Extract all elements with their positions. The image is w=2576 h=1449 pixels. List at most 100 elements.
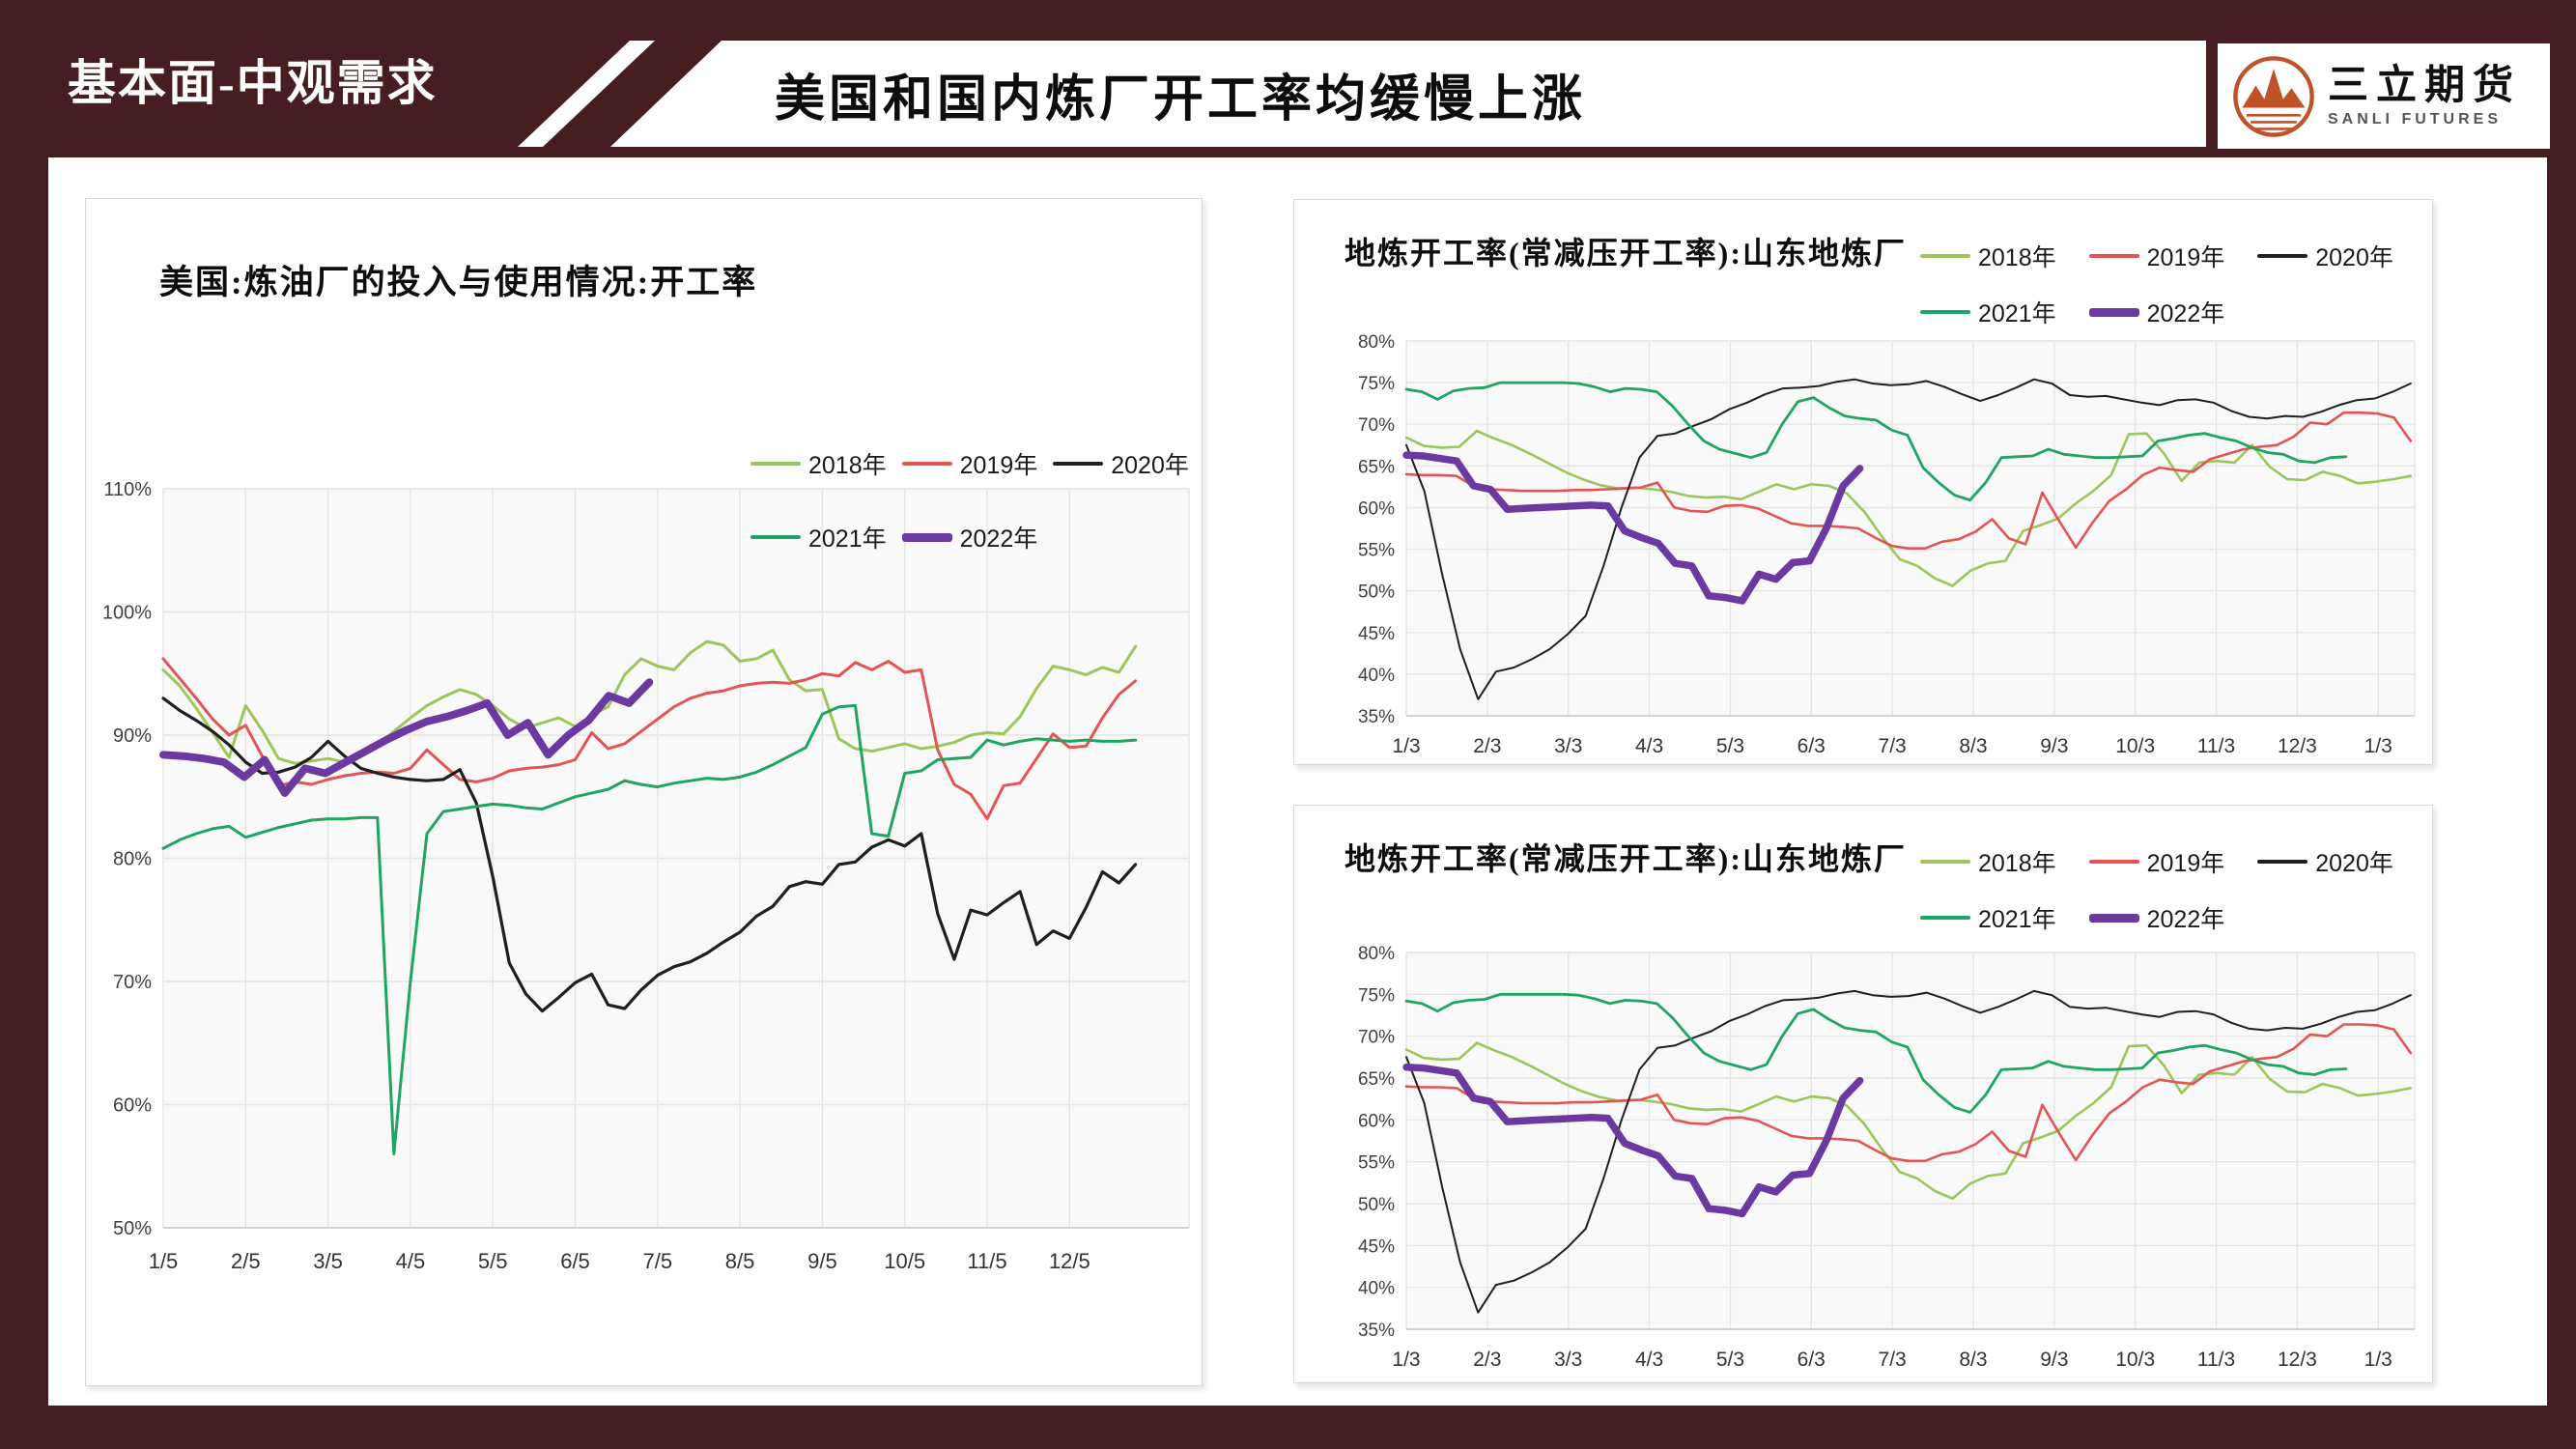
legend-label: 2019年: [2146, 850, 2225, 877]
legend-item: 2018年: [1920, 239, 2056, 273]
svg-text:65%: 65%: [1358, 1069, 1395, 1090]
chart-title: 美国:炼油厂的投入与使用情况:开工率: [159, 264, 758, 301]
legend-label: 2019年: [959, 452, 1038, 479]
legend-item: 2021年: [750, 520, 887, 554]
legend-line-swatch: [750, 535, 801, 539]
chart-panel-shandong-bottom: 35% 40% 45% 50% 55% 60% 65% 70% 75% 80% 1/3 2/3 3/3 4…: [1293, 805, 2433, 1383]
legend-item: 2022年: [2088, 295, 2225, 329]
legend-row: 2021年 2022年: [1920, 295, 2426, 329]
svg-text:50%: 50%: [113, 1218, 152, 1239]
logo-subtitle: SANLI FUTURES: [2328, 110, 2502, 128]
svg-text:75%: 75%: [1358, 374, 1395, 394]
legend-label: 2021年: [808, 526, 887, 553]
svg-text:90%: 90%: [113, 725, 152, 747]
legend-label: 2018年: [808, 452, 887, 479]
svg-text:10/3: 10/3: [2115, 1349, 2155, 1371]
legend-label: 2020年: [2315, 244, 2393, 271]
legend-item: 2022年: [2088, 900, 2225, 935]
legend-line-swatch: [2257, 254, 2308, 258]
legend-item: 2019年: [901, 446, 1038, 481]
legend-label: 2019年: [2146, 244, 2225, 271]
legend-line-swatch: [1920, 916, 1970, 920]
svg-text:60%: 60%: [1358, 1111, 1395, 1131]
legend-item: 2019年: [2088, 844, 2225, 879]
chart-title: 地炼开工率(常减压开工率):山东地炼厂: [1345, 236, 1907, 270]
svg-text:65%: 65%: [1358, 457, 1395, 477]
svg-text:4/3: 4/3: [1635, 1349, 1663, 1371]
svg-text:7/5: 7/5: [643, 1249, 673, 1273]
svg-text:80%: 80%: [1358, 944, 1395, 964]
header: 基本面-中观需求 美国和国内炼厂开工率均缓慢上涨 三立期货 SANLI FUTU…: [0, 0, 2576, 157]
legend-line-swatch: [1920, 254, 1970, 258]
legend-line-swatch: [1053, 462, 1104, 466]
legend-label: 2018年: [1978, 850, 2056, 877]
legend-label: 2018年: [1978, 244, 2056, 271]
svg-text:110%: 110%: [103, 479, 152, 500]
svg-text:11/3: 11/3: [2197, 735, 2235, 757]
legend-row: 2021年 2022年: [750, 520, 1204, 554]
svg-text:60%: 60%: [113, 1095, 152, 1117]
legend: 2018年 2019年 2020年 2021年 2022年: [1920, 239, 2426, 329]
svg-text:1/3: 1/3: [1392, 735, 1420, 757]
legend-item: 2018年: [750, 446, 887, 481]
svg-text:1/3: 1/3: [2364, 1349, 2392, 1371]
legend-item: 2021年: [1920, 295, 2056, 329]
svg-text:12/3: 12/3: [2278, 735, 2317, 757]
svg-text:3/3: 3/3: [1554, 735, 1582, 757]
svg-text:8/5: 8/5: [725, 1249, 755, 1273]
svg-text:3/3: 3/3: [1554, 1349, 1582, 1371]
sanli-logo-icon: [2233, 55, 2314, 137]
svg-text:6/3: 6/3: [1798, 735, 1826, 757]
svg-text:11/5: 11/5: [967, 1249, 1006, 1273]
svg-text:5/5: 5/5: [478, 1249, 508, 1273]
svg-text:80%: 80%: [113, 849, 152, 870]
legend-label: 2021年: [1978, 300, 2056, 327]
us-refinery-chart-canvas: 50% 60% 70% 80% 90% 100% 110% 1/5 2/5 3/5 4/5 5/5 6/…: [102, 479, 1190, 1273]
legend-line-swatch: [2088, 860, 2139, 864]
svg-text:5/3: 5/3: [1716, 735, 1744, 757]
svg-text:50%: 50%: [1358, 582, 1395, 603]
svg-text:1/5: 1/5: [149, 1249, 179, 1273]
svg-text:7/3: 7/3: [1879, 1349, 1907, 1371]
legend-item: 2018年: [1920, 844, 2056, 879]
legend-item: 2020年: [2257, 844, 2393, 879]
svg-text:4/5: 4/5: [396, 1249, 426, 1273]
svg-text:2/3: 2/3: [1473, 1349, 1501, 1371]
legend-label: 2022年: [2146, 906, 2225, 933]
chart-panel-us-refinery: 50% 60% 70% 80% 90% 100% 110% 1/5 2/5 3/5 4/5 5/5 6/…: [85, 198, 1203, 1386]
svg-text:4/3: 4/3: [1635, 735, 1663, 757]
legend-item: 2020年: [2257, 239, 2393, 273]
section-tab: 基本面-中观需求: [68, 0, 438, 157]
legend-item: 2020年: [1053, 446, 1189, 481]
title-band: 美国和国内炼厂开工率均缓慢上涨: [610, 41, 2206, 147]
legend-label: 2022年: [959, 526, 1038, 553]
svg-text:40%: 40%: [1358, 1279, 1395, 1299]
svg-text:10/3: 10/3: [2115, 735, 2155, 757]
legend-label: 2020年: [2315, 850, 2393, 877]
svg-text:60%: 60%: [1358, 498, 1395, 519]
svg-text:6/3: 6/3: [1798, 1349, 1826, 1371]
legend-label: 2021年: [1978, 906, 2056, 933]
legend-label: 2022年: [2146, 300, 2225, 327]
legend-row: 2018年 2019年 2020年: [1920, 844, 2426, 879]
legend-label: 2020年: [1111, 452, 1189, 479]
svg-text:35%: 35%: [1358, 707, 1395, 727]
svg-text:45%: 45%: [1358, 1236, 1395, 1257]
svg-text:12/5: 12/5: [1049, 1249, 1090, 1273]
svg-text:40%: 40%: [1358, 666, 1395, 686]
legend-line-swatch: [2088, 307, 2139, 317]
legend: 2018年 2019年 2020年 2021年 2022年: [1920, 844, 2426, 935]
left-border-decoration: [0, 157, 48, 1406]
legend-item: 2021年: [1920, 900, 2056, 935]
right-border-decoration: [2547, 157, 2576, 1406]
logo-text: 三立期货 SANLI FUTURES: [2328, 64, 2521, 128]
legend-line-swatch: [1920, 310, 1970, 314]
svg-text:75%: 75%: [1358, 985, 1395, 1006]
svg-text:10/5: 10/5: [884, 1249, 925, 1273]
shandong-chart-canvas-top: 35% 40% 45% 50% 55% 60% 65% 70% 75% 80% 1/3 2/3 3/3 4…: [1358, 332, 2416, 757]
legend-line-swatch: [901, 532, 952, 542]
svg-text:3/5: 3/5: [313, 1249, 343, 1273]
svg-text:5/3: 5/3: [1716, 1349, 1744, 1371]
svg-text:9/5: 9/5: [807, 1249, 837, 1273]
svg-text:9/3: 9/3: [2040, 735, 2068, 757]
